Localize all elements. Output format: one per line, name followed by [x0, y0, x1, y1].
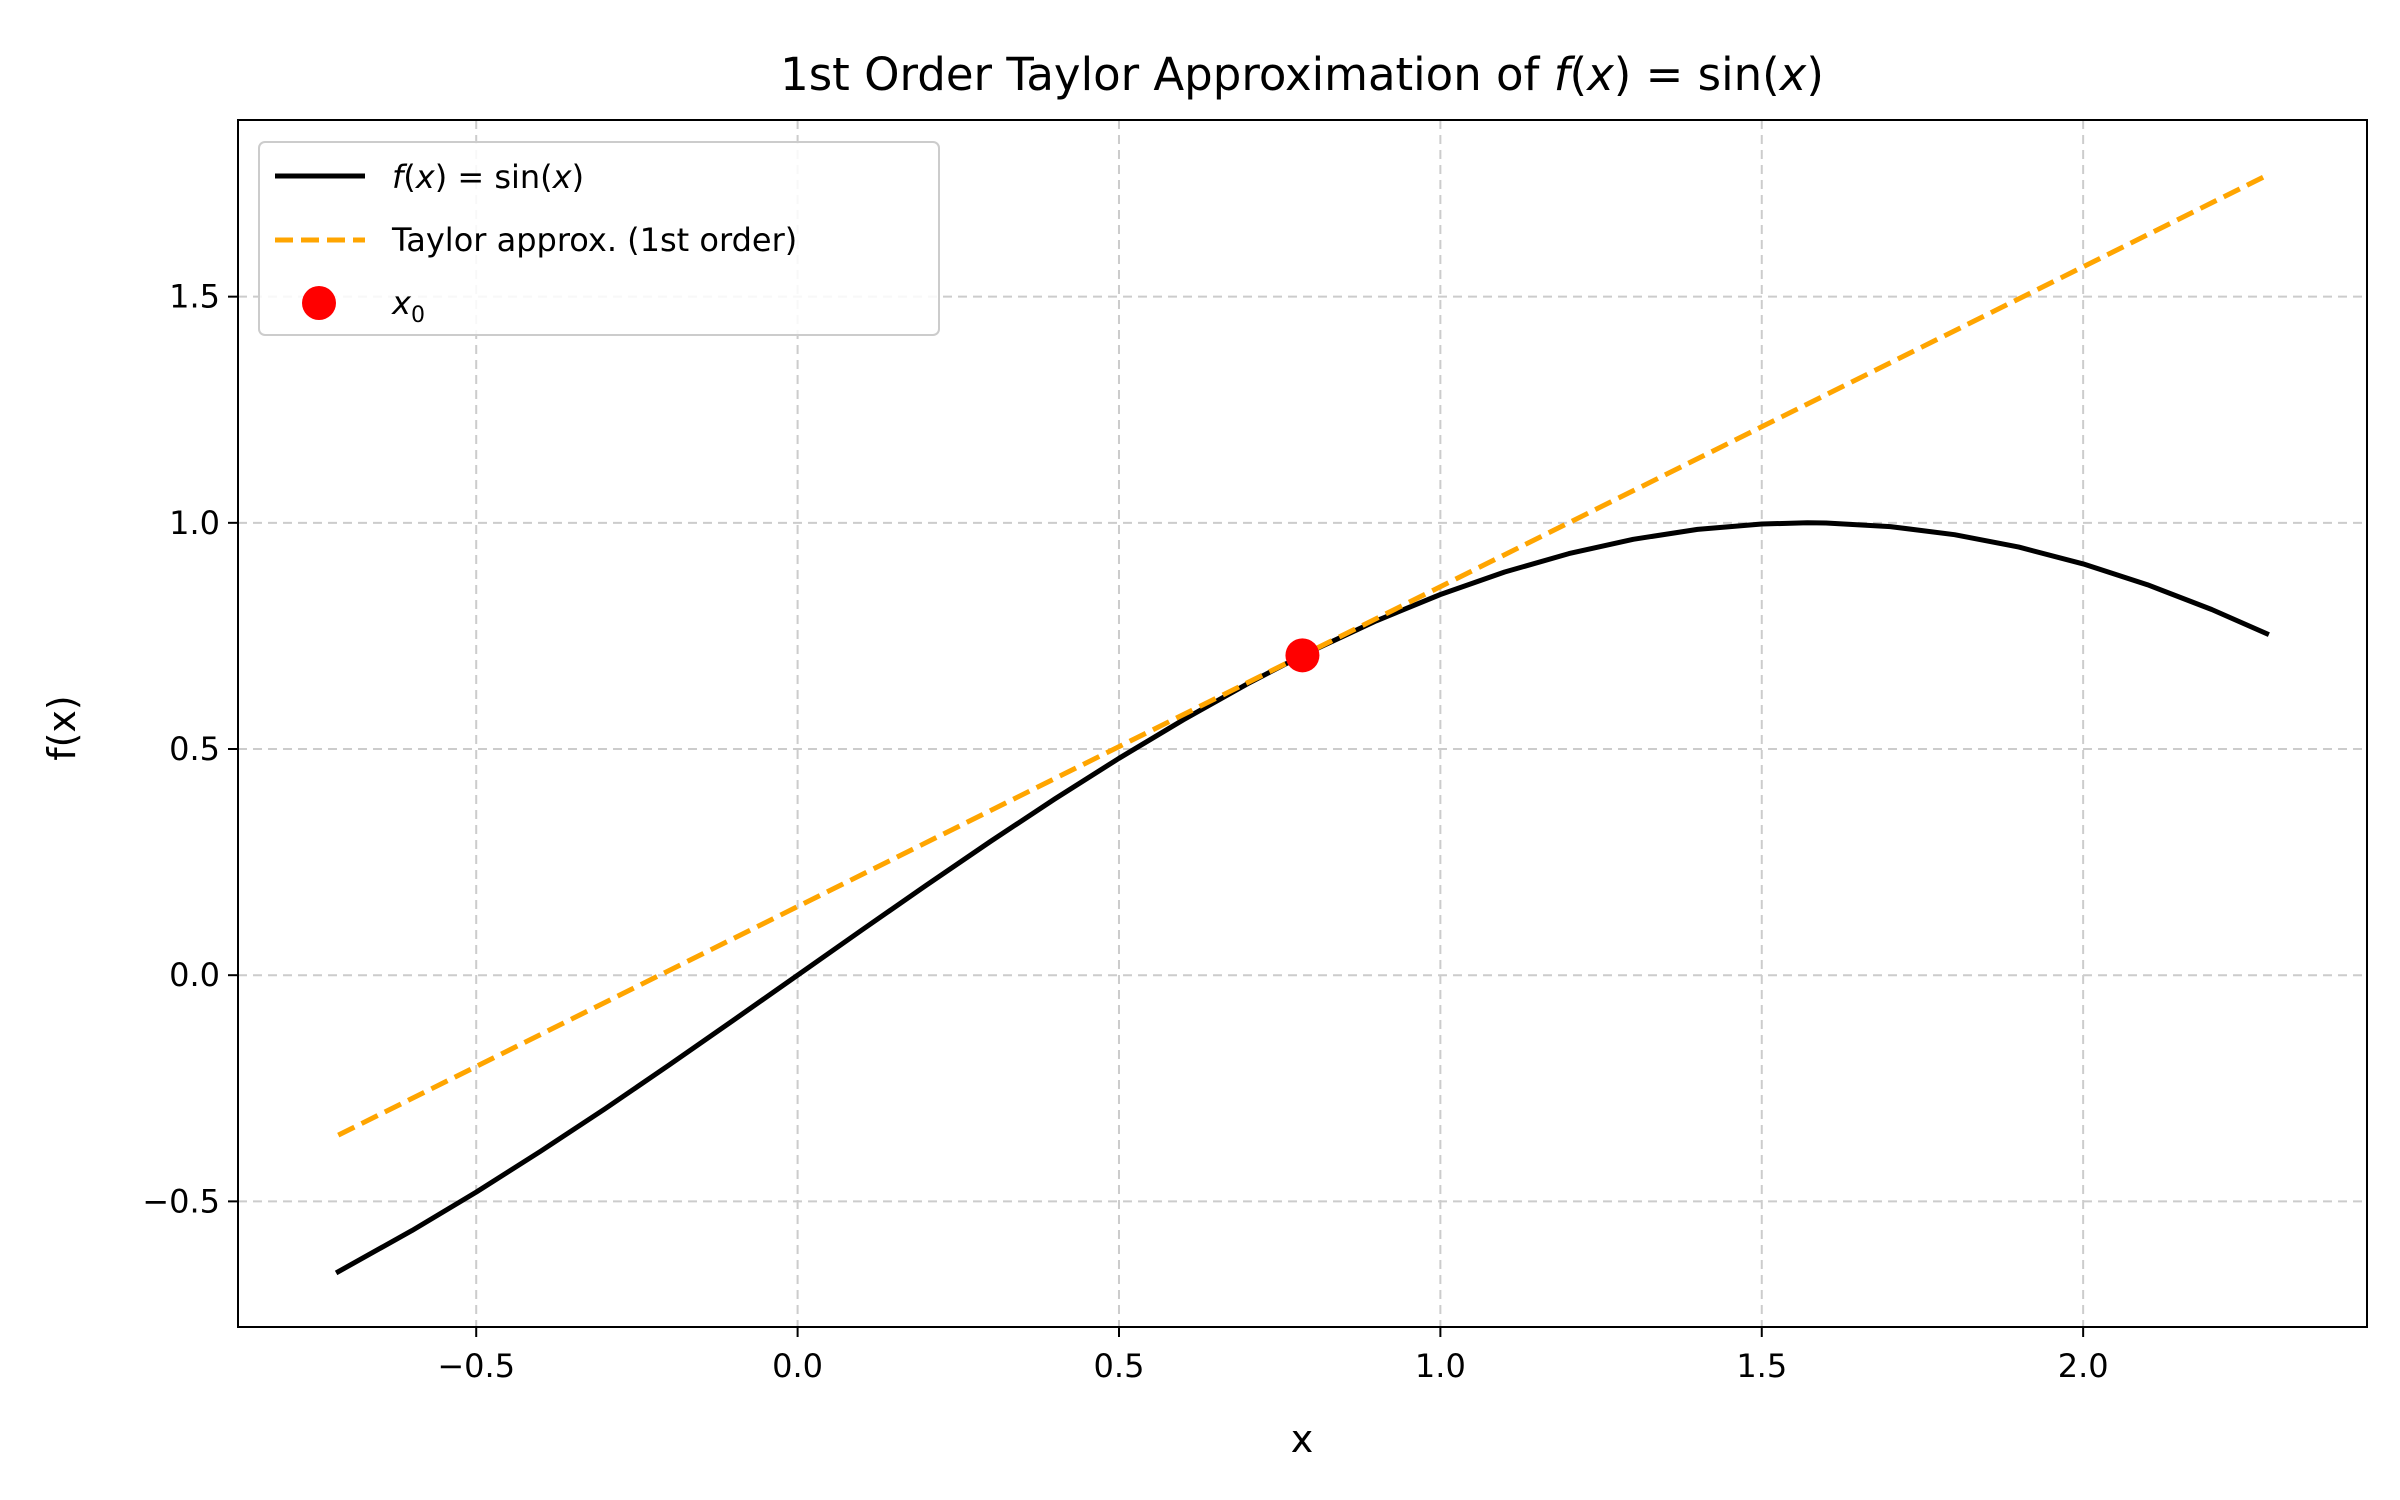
x-tick-label: 2.0	[2058, 1347, 2109, 1385]
x0-point-marker	[1285, 638, 1320, 673]
y-tick-label: −0.5	[142, 1182, 220, 1220]
legend-sin-label: f(x) = sin(x)	[392, 158, 584, 196]
x-tick-label: 1.5	[1736, 1347, 1787, 1385]
y-axis-label: f(x)	[40, 695, 84, 761]
x-axis-ticks: −0.5 0.0 0.5 1.0 1.5 2.0	[437, 1327, 2109, 1385]
plot-area	[334, 173, 2270, 1276]
x-axis-label: x	[1291, 1417, 1314, 1461]
x-tick-label: −0.5	[437, 1347, 515, 1385]
grid-lines	[238, 120, 2367, 1327]
x-tick-label: 0.5	[1094, 1347, 1145, 1385]
axes-frame	[237, 119, 2368, 1328]
x-tick-label: 1.0	[1415, 1347, 1466, 1385]
x-tick-label: 0.0	[772, 1347, 823, 1385]
legend-x0-swatch	[302, 286, 336, 320]
y-tick-label: 1.0	[169, 504, 220, 542]
legend: f(x) = sin(x) Taylor approx. (1st order)…	[258, 141, 940, 336]
legend-x0-label: x0	[391, 284, 425, 328]
sin-curve-line	[334, 520, 2270, 1276]
legend-box	[258, 141, 940, 336]
y-tick-label: 1.5	[169, 278, 220, 316]
y-tick-label: 0.5	[169, 730, 220, 768]
y-axis-ticks: −0.5 0.0 0.5 1.0 1.5	[142, 278, 238, 1220]
legend-taylor-label: Taylor approx. (1st order)	[391, 221, 797, 259]
chart-title: 1st Order Taylor Approximation of f(x) =…	[780, 48, 1824, 101]
y-tick-label: 0.0	[169, 956, 220, 994]
